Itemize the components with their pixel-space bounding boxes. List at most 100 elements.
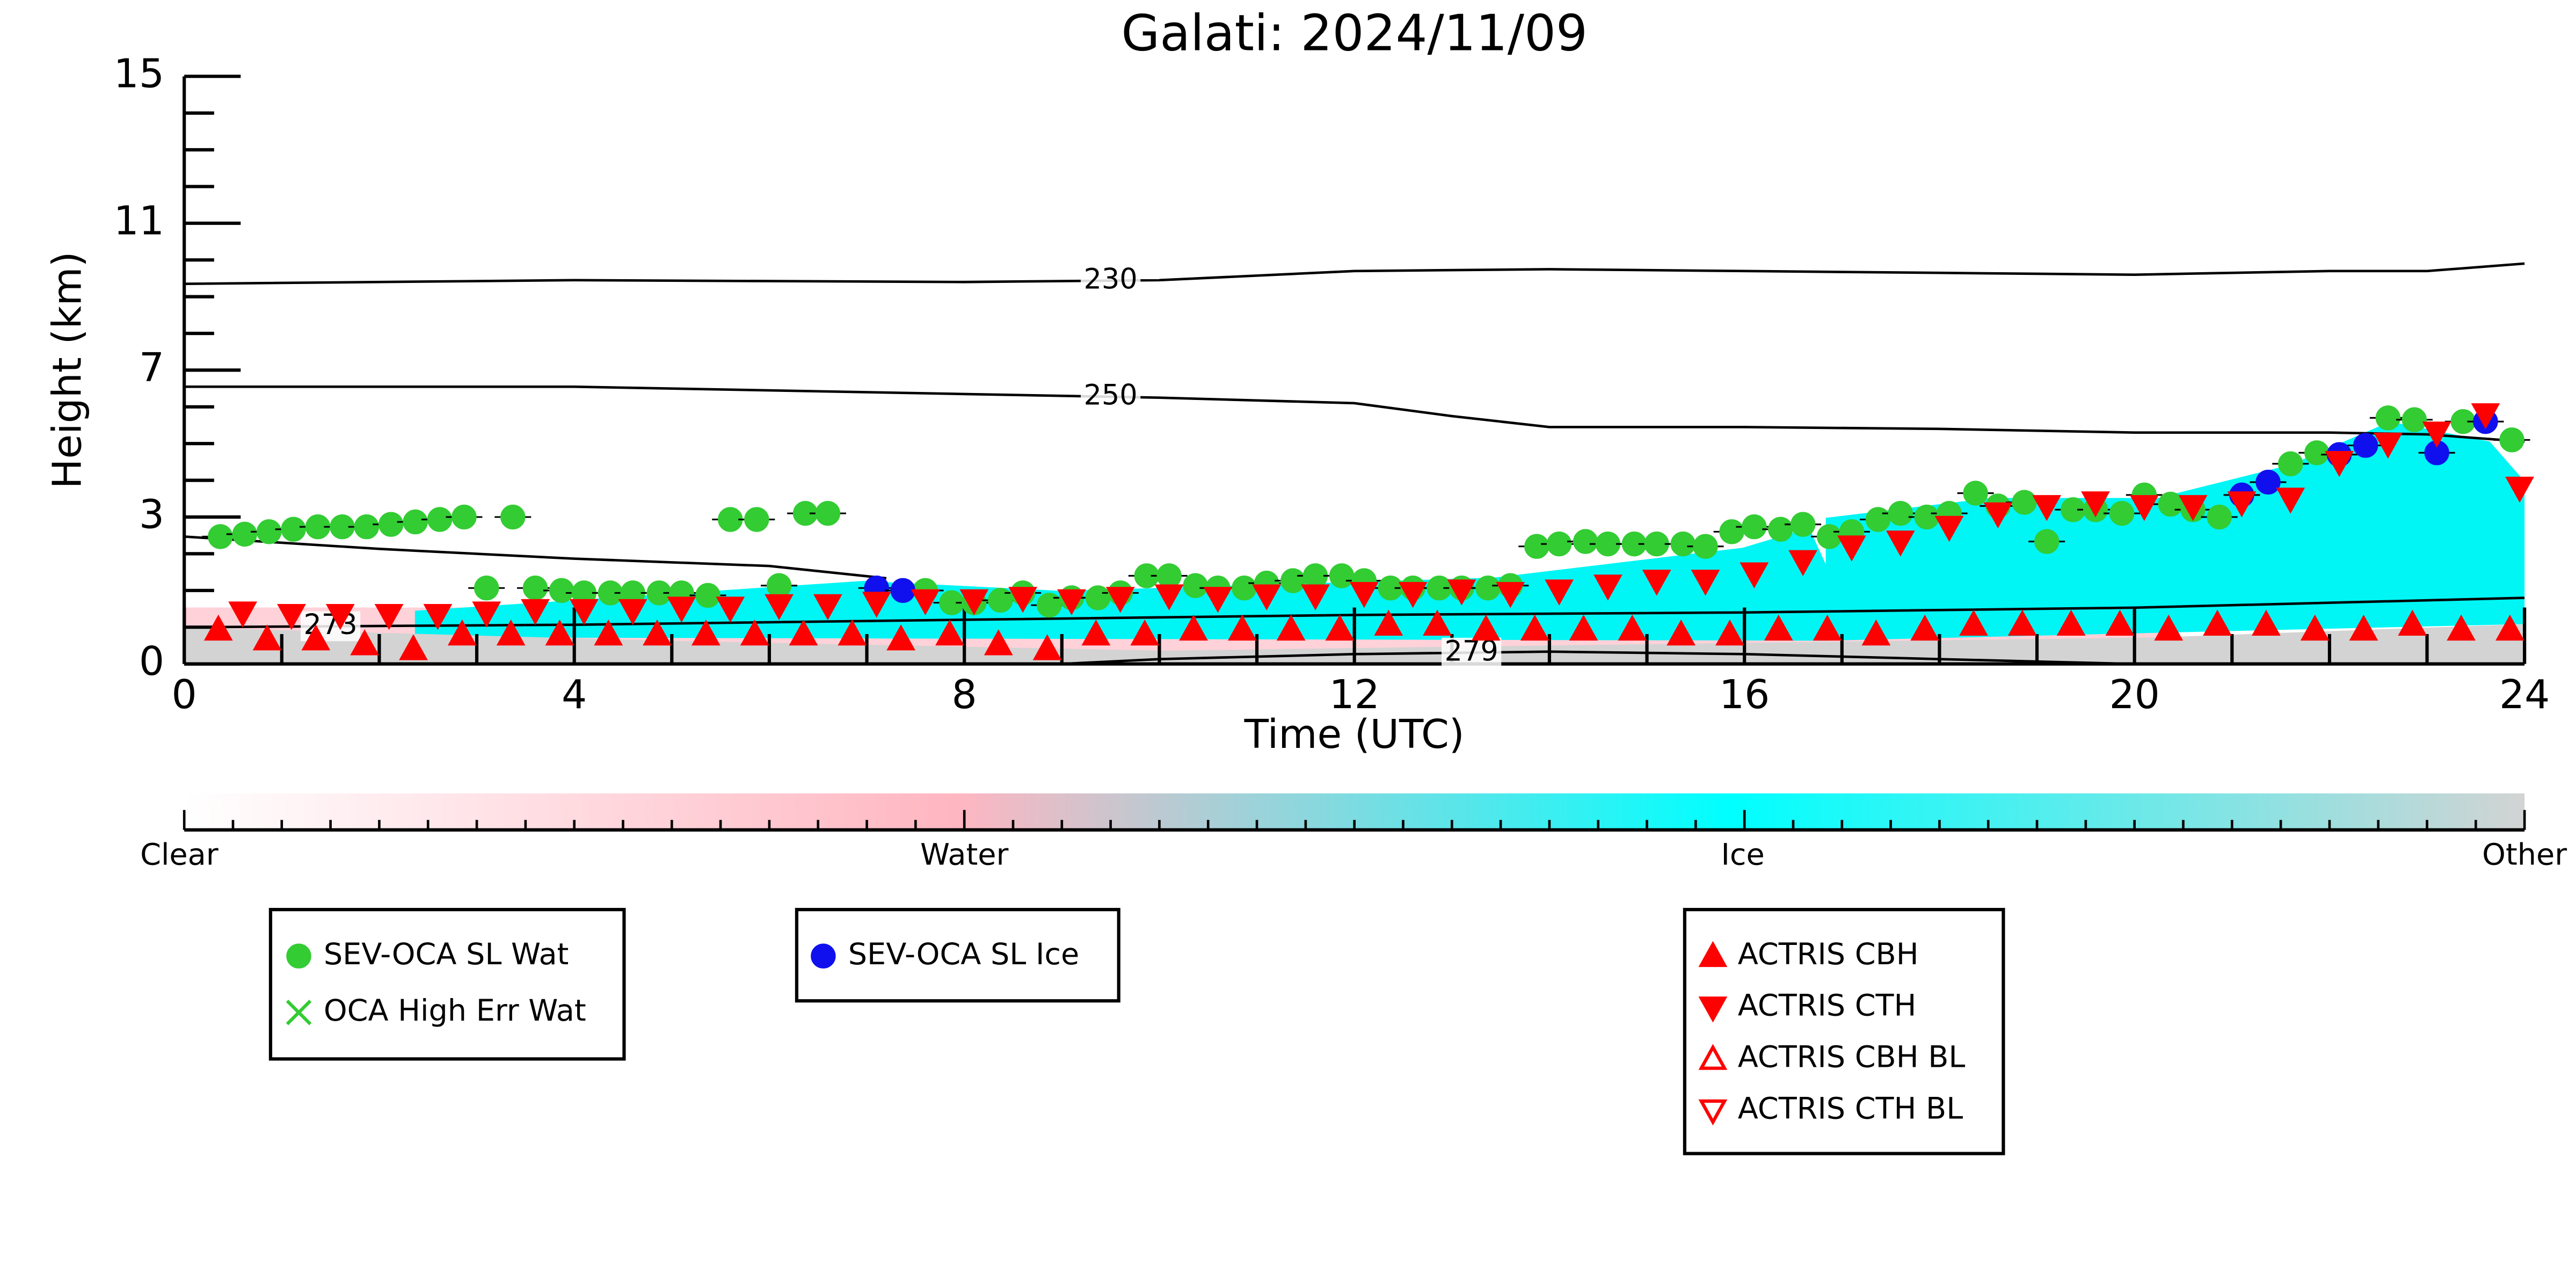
point [474,576,499,601]
point [1081,619,1111,646]
legend-marker [1698,941,1728,967]
point [472,601,501,628]
point [496,619,526,646]
point [1667,619,1695,646]
contour-line [184,535,2525,629]
point [2349,614,2378,641]
point [1934,515,1964,542]
point [1130,619,1160,646]
y-axis-label: Height (km) [44,251,90,489]
point [403,509,428,535]
x-axis-label: Time (UTC) [1244,711,1465,758]
point [838,619,867,646]
point [1742,514,1767,540]
colorbar-label: Clear [140,837,219,872]
point [1156,563,1182,588]
legend-label: ACTRIS CTH BL [1738,1091,1963,1126]
point [862,592,891,618]
x-tick-label: 16 [1719,672,1770,718]
legend-label: ACTRIS CBH [1738,937,1919,972]
point [252,624,282,651]
legend-label: SEV-OCA SL Wat [324,937,569,972]
point [1813,614,1842,641]
point [2105,609,2135,636]
point [2304,440,2330,465]
legend-label: ACTRIS CTH [1738,988,1917,1023]
chart-title: Galati: 2024/11/09 [1121,4,1588,62]
contour-line [1061,650,2135,665]
point [1232,576,1257,601]
point [2325,450,2354,477]
point [1183,573,1208,598]
point [1886,530,1915,557]
point [350,629,380,656]
point [789,619,818,646]
point [1496,581,1525,608]
point [2081,491,2110,518]
legend-label: SEV-OCA SL Ice [848,937,1079,972]
point [1691,570,1720,596]
legend-marker [286,999,312,1025]
point [744,507,769,532]
point [2505,476,2534,503]
point [2012,490,2037,515]
point [545,619,574,646]
point [2129,495,2159,521]
y-tick-label: 3 [139,492,164,538]
point [1865,507,1891,532]
point [569,599,599,625]
point [2495,614,2524,641]
point [301,624,331,651]
point [1227,614,1257,641]
point [1914,504,1939,530]
point [1618,614,1647,641]
point [691,619,721,646]
point [379,512,404,537]
point [2227,491,2257,518]
point [256,519,282,544]
point [695,583,721,608]
point [1861,619,1891,646]
point [2471,403,2500,430]
point [1085,585,1111,610]
legend-marker [286,943,311,969]
point [594,619,623,646]
legend-box [1683,908,2005,1155]
point [1790,512,1816,537]
colorbar-label: Water [920,837,1009,872]
point [1471,614,1501,641]
point [354,514,379,540]
point [890,578,915,603]
point [2207,504,2232,530]
contour-label: 230 [1083,263,1137,295]
point [1105,587,1135,613]
point [643,619,672,646]
y-tick-label: 11 [114,198,164,244]
point [452,504,477,530]
point [1768,516,1793,542]
point [2353,433,2378,458]
point [1693,534,1718,559]
y-tick-label: 15 [114,51,164,97]
point [765,594,794,621]
point [2422,421,2451,448]
point [1764,614,1793,641]
point [1276,614,1306,641]
point [1280,568,1306,593]
point [2255,469,2281,495]
point [2402,407,2427,432]
ice-layer [414,421,2525,641]
legend-label: OCA High Err Wat [324,993,586,1028]
point [2373,432,2403,459]
point [2398,609,2427,636]
point [1349,581,1379,608]
point [740,619,769,646]
point [1593,574,1622,601]
point [2056,609,2086,636]
point [1546,531,1572,557]
point [766,573,792,598]
point [1179,614,1208,641]
point [549,578,574,603]
point [1837,535,1866,562]
